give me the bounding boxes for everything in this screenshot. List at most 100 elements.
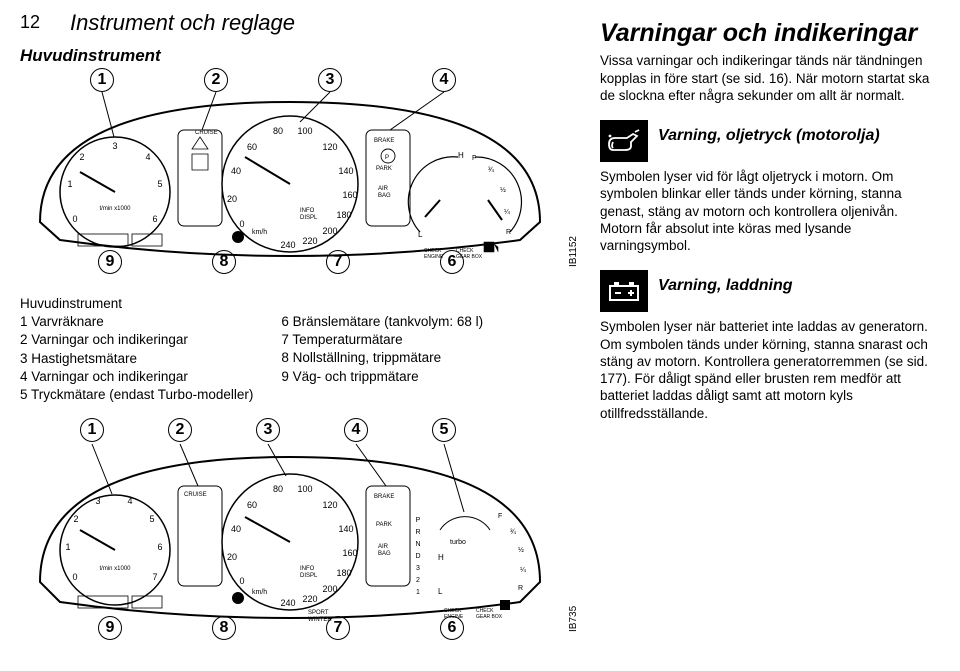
svg-text:6: 6 [152,214,157,224]
instrument-cluster-2: 1 2 3 4 5 0 1 2 3 4 5 6 7 t/min x1000 [20,422,560,632]
svg-text:F: F [472,155,476,162]
svg-text:220: 220 [302,594,317,604]
svg-text:200: 200 [322,584,337,594]
callout: 7 [326,616,350,640]
svg-text:L: L [418,230,423,239]
legend-item: 4 Varningar och indikeringar [20,368,253,386]
svg-text:R: R [506,229,511,236]
svg-text:1: 1 [416,589,420,596]
page-title: Instrument och reglage [70,10,295,36]
svg-text:INFO: INFO [300,566,315,572]
legend: Huvudinstrument 1 Varvräknare 2 Varninga… [20,295,580,404]
svg-text:F: F [498,513,502,520]
svg-text:¼: ¼ [504,209,510,216]
legend-item: 7 Temperaturmätare [281,331,483,349]
svg-text:240: 240 [280,598,295,608]
svg-text:¾: ¾ [510,529,516,536]
svg-text:4: 4 [127,496,132,506]
legend-col-b: 6 Bränslemätare (tankvolym: 68 l) 7 Temp… [281,295,483,404]
svg-text:CRUISE: CRUISE [184,492,207,498]
svg-text:BRAKE: BRAKE [374,138,394,144]
legend-item: 3 Hastighetsmätare [20,350,253,368]
svg-text:1: 1 [67,179,72,189]
oil-body: Symbolen lyser vid för lågt oljetryck i … [600,168,940,254]
svg-text:H: H [438,553,444,562]
svg-text:D: D [415,553,420,560]
legend-item: 6 Bränslemätare (tankvolym: 68 l) [281,313,483,331]
oil-warning-row: Varning, oljetryck (motorolja) [600,120,940,162]
battery-warning-row: Varning, laddning [600,270,940,312]
legend-item: 8 Nollställning, trippmätare [281,349,483,367]
svg-text:R: R [518,585,523,592]
subheading: Huvudinstrument [20,46,580,66]
svg-text:140: 140 [338,524,353,534]
battery-title: Varning, laddning [658,276,793,296]
svg-text:3: 3 [95,496,100,506]
callout: 6 [440,616,464,640]
svg-text:R: R [415,529,420,536]
svg-text:100: 100 [297,126,312,136]
svg-text:180: 180 [336,568,351,578]
svg-text:turbo: turbo [450,539,466,546]
svg-text:60: 60 [247,500,257,510]
svg-text:20: 20 [227,194,237,204]
svg-text:120: 120 [322,500,337,510]
svg-text:120: 120 [322,142,337,152]
svg-text:INFO: INFO [300,208,315,214]
left-column: Huvudinstrument 1 2 3 4 0 1 2 3 4 5 6 t/… [20,46,580,632]
svg-text:N: N [415,541,420,548]
legend-item: 2 Varningar och indikeringar [20,331,253,349]
svg-text:4: 4 [145,152,150,162]
callout: 7 [326,250,350,274]
svg-text:DISPL: DISPL [300,215,318,221]
svg-text:P: P [416,517,421,524]
legend-item: 5 Tryckmätare (endast Turbo-modeller) [20,386,253,404]
legend-title: Huvudinstrument [20,295,253,313]
image-code-1: IB1152 [568,236,579,267]
svg-text:180: 180 [336,210,351,220]
svg-text:2: 2 [79,152,84,162]
svg-text:km/h: km/h [252,229,267,236]
legend-col-a: Huvudinstrument 1 Varvräknare 2 Varninga… [20,295,253,404]
svg-text:BAG: BAG [378,551,391,557]
svg-text:CRUISE: CRUISE [195,130,218,136]
right-heading: Varningar och indikeringar [600,20,940,46]
svg-text:½: ½ [500,186,506,194]
svg-text:P: P [385,155,389,161]
svg-text:80: 80 [273,126,283,136]
callout: 6 [440,250,464,274]
svg-text:240: 240 [280,240,295,250]
callouts-bottom-2: 9 8 7 6 [98,616,464,640]
svg-text:100: 100 [297,484,312,494]
svg-text:5: 5 [149,514,154,524]
cluster-svg-2: 0 1 2 3 4 5 6 7 t/min x1000 CRUISE km/h … [20,422,560,632]
svg-text:0: 0 [72,572,77,582]
legend-item: 1 Varvräknare [20,313,253,331]
page-number: 12 [20,12,40,33]
svg-text:GEAR BOX: GEAR BOX [476,614,503,620]
svg-text:L: L [438,587,443,596]
svg-text:200: 200 [322,226,337,236]
callout: 8 [212,616,236,640]
svg-text:½: ½ [518,546,524,554]
right-column: Varningar och indikeringar Vissa varning… [600,20,940,422]
legend-item: 9 Väg- och trippmätare [281,368,483,386]
svg-text:0: 0 [72,214,77,224]
svg-text:20: 20 [227,552,237,562]
svg-text:1: 1 [65,542,70,552]
svg-text:80: 80 [273,484,283,494]
battery-body: Symbolen lyser när batteriet inte laddas… [600,318,940,422]
oil-title: Varning, oljetryck (motorolja) [658,126,880,146]
svg-text:40: 40 [231,524,241,534]
svg-text:H: H [458,151,464,160]
svg-text:¾: ¾ [488,167,494,174]
svg-text:6: 6 [157,542,162,552]
svg-text:7: 7 [152,572,157,582]
svg-text:AIR: AIR [378,186,389,192]
svg-text:PARK: PARK [376,166,392,172]
svg-text:160: 160 [342,190,357,200]
svg-text:PARK: PARK [376,522,392,528]
svg-text:5: 5 [157,179,162,189]
svg-text:220: 220 [302,236,317,246]
svg-text:¼: ¼ [520,567,526,574]
